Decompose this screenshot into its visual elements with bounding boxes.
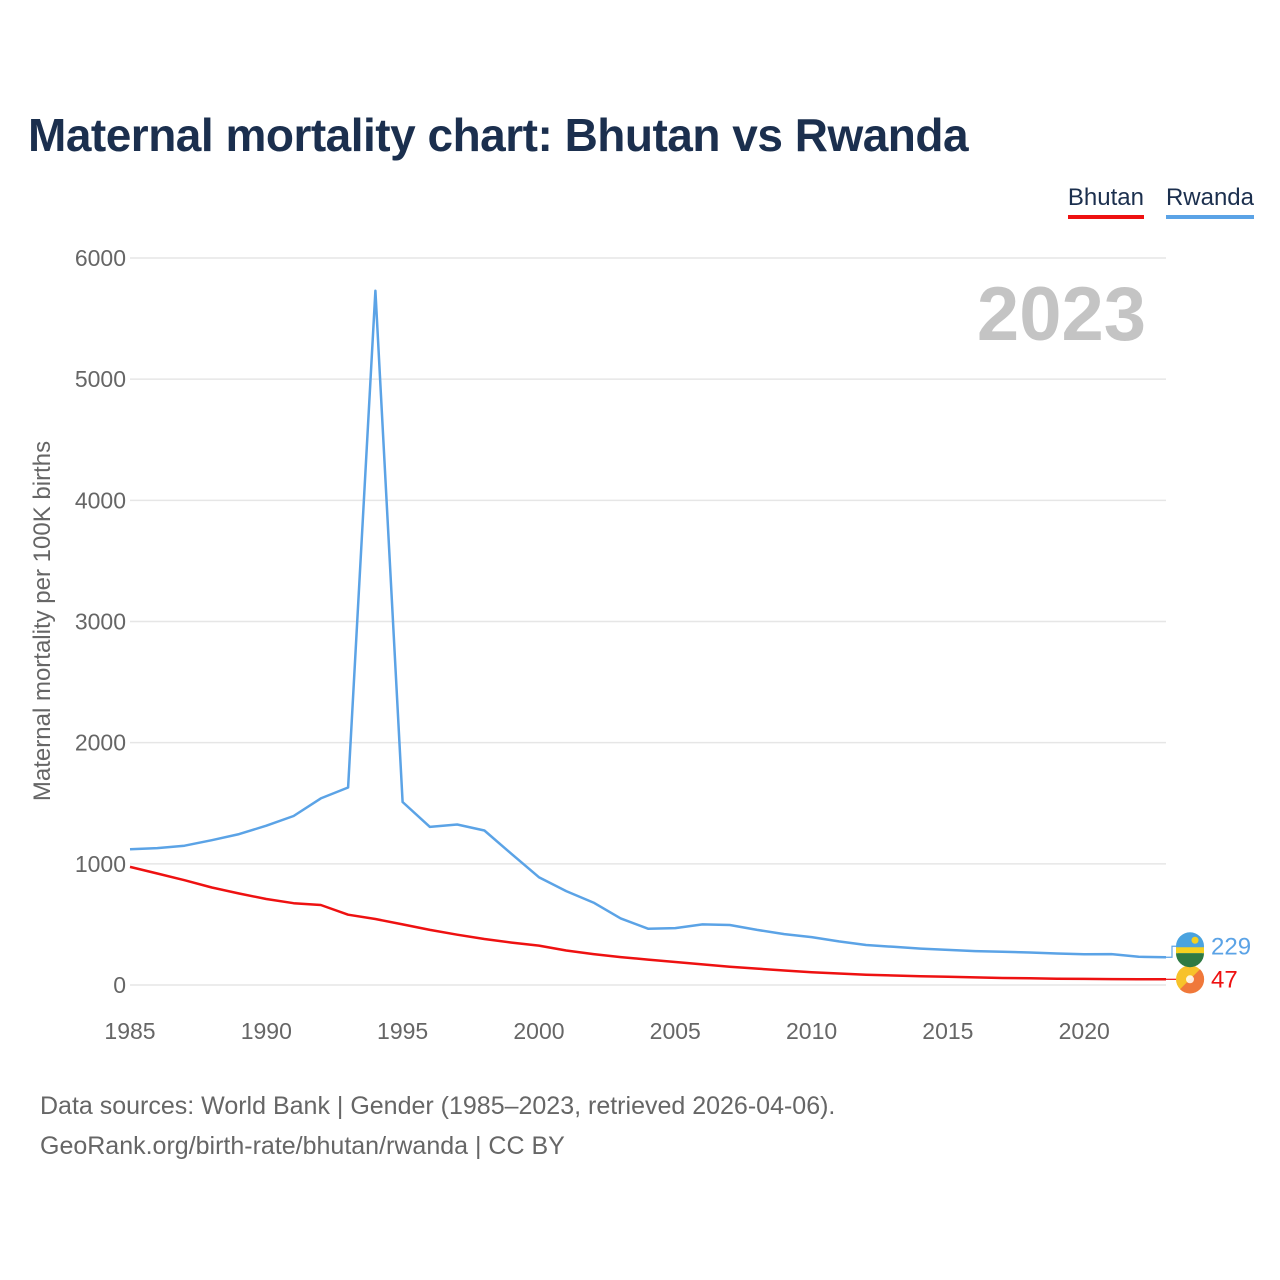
- y-tick-label: 6000: [75, 245, 126, 271]
- x-tick-label: 1985: [104, 1018, 155, 1044]
- y-tick-label: 2000: [75, 730, 126, 756]
- y-tick-label: 5000: [75, 366, 126, 392]
- legend: Bhutan Rwanda: [1067, 184, 1254, 219]
- chart-area: 0 1000 2000 3000 4000 5000 6000 1985 1990 1995 20…: [29, 245, 1251, 1044]
- end-connector: [1166, 945, 1176, 958]
- end-value-rwanda: 229: [1211, 933, 1251, 960]
- end-value-bhutan: 47: [1211, 966, 1238, 993]
- flag-rwanda-icon: [1176, 932, 1204, 968]
- flag-bhutan-icon: [1176, 965, 1205, 994]
- chart-title: Maternal mortality chart: Bhutan vs Rwan…: [28, 109, 969, 161]
- x-tick-label: 2010: [786, 1018, 837, 1044]
- x-tick-label: 2005: [650, 1018, 701, 1044]
- x-tick-label: 1990: [241, 1018, 292, 1044]
- legend-item-bhutan[interactable]: Bhutan: [1067, 184, 1144, 219]
- legend-item-rwanda[interactable]: Rwanda: [1165, 184, 1254, 219]
- gridlines: [130, 257, 1166, 986]
- year-watermark: 2023: [977, 272, 1146, 357]
- source-url[interactable]: GeoRank.org/birth-rate/bhutan/rwanda | C…: [40, 1132, 565, 1160]
- y-tick-label: 4000: [75, 487, 126, 513]
- x-tick-label: 1995: [377, 1018, 428, 1044]
- data-source-note: Data sources: World Bank | Gender (1985–…: [40, 1092, 836, 1120]
- series-lines: [129, 289, 1167, 981]
- y-axis-ticks: 0 1000 2000 3000 4000 5000 6000: [75, 245, 126, 998]
- y-tick-label: 0: [113, 972, 126, 998]
- x-tick-label: 2000: [513, 1018, 564, 1044]
- series-line-rwanda[interactable]: [129, 289, 1167, 959]
- y-axis-label: Maternal mortality per 100K births: [29, 441, 56, 801]
- x-axis-ticks: 1985 1990 1995 2000 2005 2010 2015 2020: [104, 1018, 1109, 1044]
- y-tick-label: 3000: [75, 609, 126, 635]
- x-tick-label: 2020: [1059, 1018, 1110, 1044]
- y-tick-label: 1000: [75, 851, 126, 877]
- footer: Data sources: World Bank | Gender (1985–…: [40, 1086, 835, 1166]
- series-line-bhutan[interactable]: [129, 865, 1167, 981]
- x-tick-label: 2015: [922, 1018, 973, 1044]
